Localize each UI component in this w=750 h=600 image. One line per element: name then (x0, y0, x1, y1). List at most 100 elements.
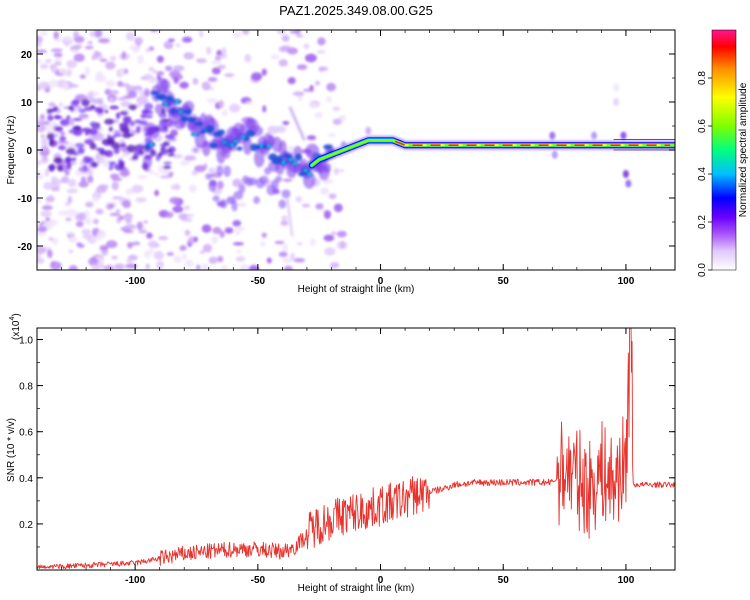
spectrogram-cluster-blob (119, 110, 129, 116)
spectrogram-noise-blob (296, 242, 303, 246)
spectrogram-lobe-blob (233, 190, 244, 200)
spectrogram-noise-blob (50, 176, 59, 184)
spectrogram-noise-blob (37, 254, 41, 262)
spectrogram-noise-blob (189, 184, 197, 193)
spectrogram-noise-blob (73, 44, 83, 49)
spectrogram-noise-blob (114, 263, 125, 270)
spectrogram-noise-blob (169, 70, 181, 78)
spectrogram-noise-blob (319, 187, 330, 195)
spectrogram-noise-blob (44, 58, 52, 64)
spectrogram-noise-blob (150, 30, 158, 33)
snr-xlabel: Height of straight line (km) (298, 583, 415, 594)
colorbar-gradient (711, 29, 737, 271)
spectrogram-disturbance (549, 131, 556, 140)
spectrogram-lobe-blob (271, 179, 279, 191)
snr-xtick-label: -50 (251, 575, 266, 586)
spectrogram-cluster-blob (47, 115, 54, 122)
spectrogram-noise-blob (115, 209, 121, 213)
spectrogram-cluster-blob (90, 161, 99, 168)
spectrogram-noise-blob (287, 145, 295, 152)
spectrogram-noise-blob (221, 47, 227, 56)
spectrogram-cluster-blob (109, 105, 120, 110)
spectrogram-cluster-blob (158, 152, 164, 156)
spectrogram-cluster-blob (96, 108, 104, 115)
spectrogram-noise-blob (108, 203, 115, 209)
spectrogram-noise-blob (208, 167, 216, 174)
spectrogram-noise-blob (323, 234, 335, 242)
spectrogram-noise-blob (220, 265, 228, 270)
spectrogram-noise-blob (158, 236, 169, 241)
snr-xtick-label: 0 (378, 575, 384, 586)
spectrogram-ridge-hot (304, 169, 308, 172)
colorbar-tick-label: 0.8 (697, 71, 708, 85)
spectrogram-noise-blob (137, 174, 148, 180)
spectrogram-noise-blob (110, 90, 119, 95)
spectrogram-noise-blob (109, 97, 115, 102)
snr-ytick-label: 0.6 (19, 428, 33, 439)
spectrogram-noise-blob (163, 169, 170, 175)
spectrogram-cluster-blob (82, 164, 88, 172)
spectrogram-noise-blob (37, 174, 44, 180)
spectrogram-disturbance (613, 98, 620, 106)
spectrogram-noise-blob (41, 205, 53, 211)
spectrogram-noise-blob (248, 265, 260, 270)
spectrogram-cluster-blob (57, 164, 64, 172)
snr-ticks: -100 -50 0 50 100 0.2 0.4 0.6 0.8 1.0 (19, 328, 676, 586)
spectrogram-noise-blob (99, 244, 109, 251)
spectrogram-noise-blob (70, 84, 79, 88)
spectrogram-noise-blob (184, 260, 194, 267)
spectrogram-cluster-blob (66, 161, 72, 170)
spectrogram-noise-blob (327, 133, 337, 138)
spectrogram-noise-blob (235, 256, 246, 262)
spectrogram-noise-blob (105, 80, 116, 88)
spectrogram-ridge-hot (289, 158, 293, 161)
spectrogram-noise-blob (123, 212, 133, 221)
spectrogram-noise-blob (235, 249, 243, 254)
spectrogram-noise-blob (260, 241, 266, 247)
spectrogram-cluster-blob (73, 130, 83, 136)
spectrogram-noise-blob (67, 178, 77, 188)
spectrogram-cluster-blob (155, 153, 161, 162)
spectrogram-noise-blob (152, 69, 158, 74)
spectrogram-noise-blob (104, 264, 115, 270)
spectrogram-lobe-blob (259, 175, 269, 185)
spectrogram-noise-blob (179, 245, 187, 251)
spectrogram-cluster-blob (81, 99, 90, 107)
spectrogram-ridge-halo (154, 103, 164, 115)
spectrogram-lobe-blob (212, 195, 220, 202)
spectrogram-noise-blob (76, 212, 86, 221)
spectrogram-noise-blob (184, 229, 191, 236)
spectrogram-noise-blob (143, 250, 151, 258)
spectrogram-noise-blob (37, 58, 43, 64)
spectrogram-cluster-blob (122, 115, 132, 124)
spectrogram-noise-blob (65, 202, 71, 207)
spectrogram-noise-blob (54, 57, 62, 63)
spectrogram-disturbance (591, 131, 598, 140)
colorbar-tick-label: 0.4 (697, 167, 708, 181)
spectrogram-cluster-blob (134, 144, 145, 152)
spectrogram-noise-blob (87, 91, 95, 100)
spectrogram-noise-blob (164, 44, 174, 49)
spectrogram-lobe-blob (264, 167, 272, 175)
spectrogram-lobe-blob (281, 189, 291, 199)
spectrogram-ridge-hot (307, 173, 311, 176)
spectrogram-noise-blob (95, 208, 104, 215)
spectrogram-noise-blob (51, 237, 59, 245)
spectrogram-ridge-core (205, 124, 215, 133)
spectrogram-noise-blob (39, 30, 48, 36)
spectrogram-noise-blob (58, 103, 64, 107)
spectrogram-cluster-blob (136, 120, 146, 125)
spectrogram-ridge-hot (178, 110, 183, 113)
spectrogram-lobe-blob (219, 199, 228, 209)
spectrogram-noise-blob (91, 264, 99, 270)
spectrogram-ridge-core (216, 129, 226, 136)
spectrogram-lobe-blob (275, 175, 283, 183)
spectrogram-noise-blob (125, 31, 136, 41)
spectrogram-noise-blob (41, 137, 48, 147)
spectrogram-cluster-blob (52, 105, 59, 112)
spectrogram-ridge-core (150, 90, 160, 95)
spectrogram-noise-blob (138, 229, 148, 234)
colorbar-ticks: 0.0 0.2 0.4 0.6 0.8 (697, 71, 712, 277)
spectrogram-noise-blob (117, 97, 126, 101)
spectrogram-cluster-blob (163, 125, 168, 131)
